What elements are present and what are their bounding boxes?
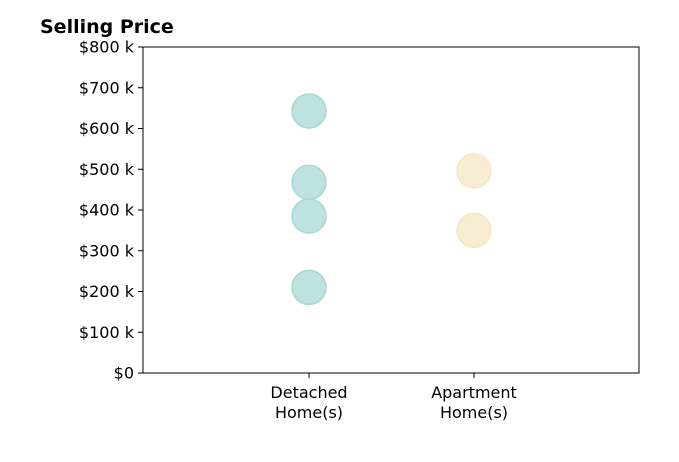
y-tick-label: $200 k: [79, 282, 135, 301]
data-point: [291, 93, 327, 129]
x-tick-label: Apartment Home(s): [431, 383, 517, 422]
data-point: [291, 164, 327, 201]
data-point: [291, 269, 327, 306]
y-tick-label: $300 k: [79, 241, 135, 260]
y-tick-label: $700 k: [79, 78, 135, 97]
x-tick-label: Detached Home(s): [270, 383, 347, 422]
data-point: [456, 212, 492, 249]
data-points: [291, 93, 492, 306]
data-point: [456, 153, 492, 189]
chart-title: Selling Price: [40, 16, 174, 38]
y-tick-label: $0: [114, 364, 134, 383]
y-tick-label: $800 k: [79, 38, 135, 57]
y-tick-label: $600 k: [79, 119, 135, 138]
y-tick-label: $100 k: [79, 323, 135, 342]
y-axis: $0 $100 k $200 k $300 k $400 k $500 k $600 k $7…: [79, 38, 143, 383]
x-axis: Detached Home(s) Apartment Home(s): [270, 373, 517, 422]
plot-area-frame: [142, 46, 640, 374]
y-tick-label: $500 k: [79, 160, 135, 179]
y-tick-label: $400 k: [79, 201, 135, 220]
data-point: [291, 198, 327, 234]
